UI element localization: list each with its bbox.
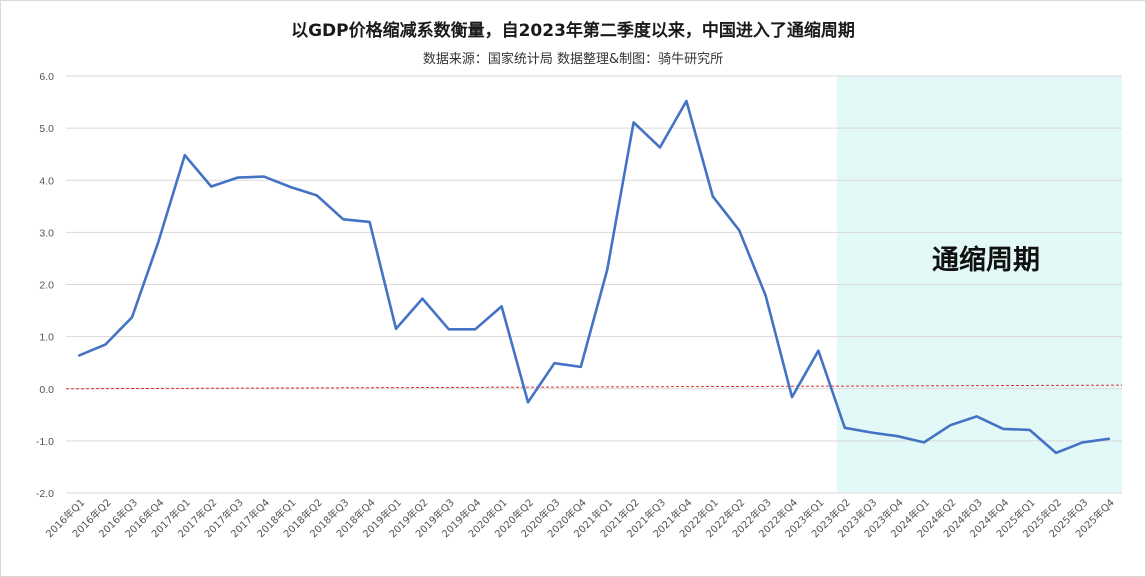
y-tick-label: -2.0 <box>36 488 54 500</box>
y-tick-label: 3.0 <box>39 227 54 239</box>
series-line <box>77 99 1111 455</box>
y-tick-label: 4.0 <box>39 175 54 187</box>
shaded-region-label: 通缩周期 <box>932 244 1040 276</box>
y-tick-label: 2.0 <box>39 280 54 292</box>
chart-title: 以GDP价格缩减系数衡量，自2023年第二季度以来，中国进入了通缩周期 <box>291 21 855 41</box>
reference-line <box>65 384 1123 390</box>
y-tick-label: 1.0 <box>39 332 54 344</box>
y-tick-label: 0.0 <box>39 384 54 396</box>
chart-subtitle: 数据来源：国家统计局 数据整理&制图：骑牛研究所 <box>422 52 724 67</box>
y-tick-label: 6.0 <box>39 71 54 83</box>
y-tick-label: 5.0 <box>39 123 54 135</box>
y-tick-label: -1.0 <box>36 436 54 448</box>
